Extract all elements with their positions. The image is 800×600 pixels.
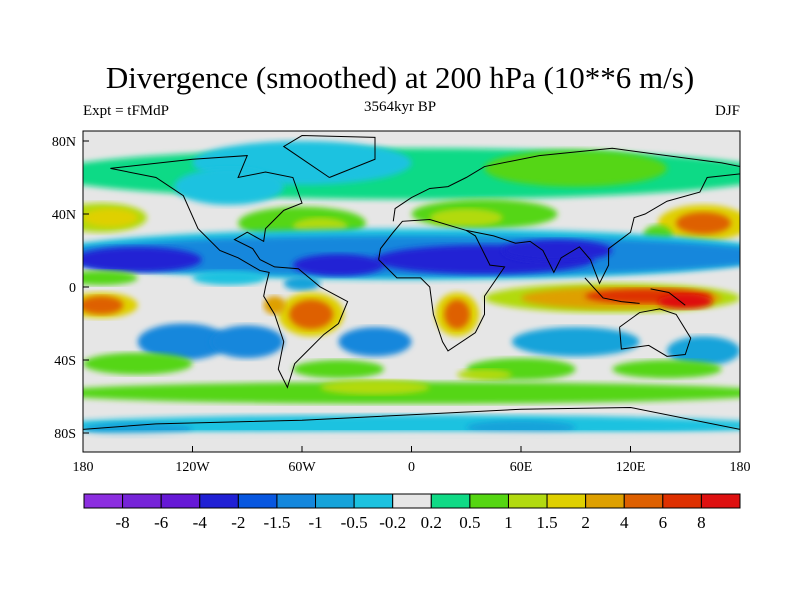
contour-region (289, 299, 334, 329)
colorbar-box (585, 493, 625, 509)
contour-region (612, 360, 722, 379)
coastline (110, 155, 349, 389)
coastline (466, 173, 740, 285)
colorbar-label: -6 (154, 513, 168, 532)
colorbar-box (469, 493, 509, 509)
colorbar-box (276, 493, 317, 509)
contour-region (338, 327, 412, 357)
coastline (650, 288, 686, 306)
x-tick-label: 180 (730, 460, 751, 475)
contour-field (83, 131, 740, 452)
colorbar-label: -2 (231, 513, 245, 532)
colorbar-label: -0.2 (379, 513, 406, 532)
colorbar-label: -0.5 (341, 513, 368, 532)
coastline (83, 406, 740, 430)
coastline (619, 308, 692, 357)
contour-region (192, 270, 266, 286)
coastlines (83, 135, 740, 430)
colorbar-label: 2 (581, 513, 590, 532)
contour-region (83, 246, 202, 273)
x-tick-label: 120W (175, 460, 210, 475)
colorbar-box (237, 493, 278, 509)
colorbar-box (315, 493, 355, 509)
colorbar-box (623, 493, 664, 509)
contour-region (283, 276, 321, 291)
colorbar-label: 8 (697, 513, 706, 532)
contour-region (83, 296, 124, 315)
contour-region (657, 294, 713, 309)
contour-region (484, 150, 667, 187)
contour-region (292, 254, 385, 277)
colorbar-label: 0.2 (421, 513, 442, 532)
y-tick-label: 40N (52, 208, 76, 223)
colorbar-box (353, 493, 394, 509)
x-tick-label: 60E (510, 460, 533, 475)
colorbar-box (199, 493, 239, 509)
y-tick-label: 40S (54, 354, 76, 369)
colorbar: -8 -6 -4 -2 -1.5 -1 -0.5 -0.2 0.2 0.5 1 1.5 2 4 6 8 (83, 493, 741, 532)
contour-region (83, 381, 740, 404)
time-label: 3564kyr BP (363, 99, 437, 115)
contour-region (83, 352, 193, 375)
contour-region (83, 270, 138, 286)
contour-region (292, 360, 385, 379)
colorbar-label: -8 (116, 513, 130, 532)
contour-region (320, 380, 430, 395)
colorbar-label: -1.5 (263, 513, 290, 532)
contour-region (466, 420, 576, 435)
contour-region (83, 414, 740, 437)
contour-region (83, 431, 740, 443)
contour-region (676, 212, 731, 235)
contour-region (83, 208, 138, 227)
contour-region (263, 296, 286, 315)
axes: 180 120W 60W 0 60E 120E 180 80N 40N 0 40S 80S (52, 135, 751, 475)
season-label: DJF (714, 103, 740, 119)
colorbar-label: -4 (193, 513, 208, 532)
colorbar-box (122, 493, 162, 509)
coastline (282, 135, 376, 178)
y-tick-label: 0 (69, 281, 76, 296)
colorbar-box (546, 493, 587, 509)
colorbar-label: 0.5 (459, 513, 480, 532)
colorbar-box (160, 493, 201, 509)
colorbar-box (507, 493, 548, 509)
y-tick-label: 80S (54, 427, 76, 442)
contour-region (457, 369, 512, 381)
colorbar-box (700, 493, 741, 509)
colorbar-label: -1 (308, 513, 322, 532)
chart-title: Divergence (smoothed) at 200 hPa (10**6 … (105, 60, 695, 95)
contour-region (444, 299, 470, 329)
colorbar-box (392, 493, 432, 509)
colorbar-label: 1 (504, 513, 513, 532)
contour-region (429, 208, 503, 227)
x-tick-label: 60W (288, 460, 316, 475)
contour-region (137, 323, 229, 360)
contour-region (667, 336, 740, 366)
coastline (392, 147, 740, 222)
coastline (584, 277, 640, 304)
colorbar-box (83, 493, 124, 509)
colorbar-label: 4 (620, 513, 629, 532)
colorbar-label: 6 (659, 513, 668, 532)
x-tick-label: 120E (616, 460, 646, 475)
colorbar-label: 1.5 (536, 513, 557, 532)
contour-region (502, 239, 613, 262)
y-tick-label: 80N (52, 135, 76, 150)
x-tick-label: 180 (73, 460, 94, 475)
contour-region (174, 168, 284, 205)
x-tick-label: 0 (408, 460, 415, 475)
colorbar-box (430, 493, 471, 509)
contour-region (511, 327, 640, 357)
coastline (378, 218, 506, 352)
experiment-label: Expt = tFMdP (83, 103, 169, 119)
colorbar-box (662, 493, 702, 509)
contour-region (210, 325, 284, 359)
